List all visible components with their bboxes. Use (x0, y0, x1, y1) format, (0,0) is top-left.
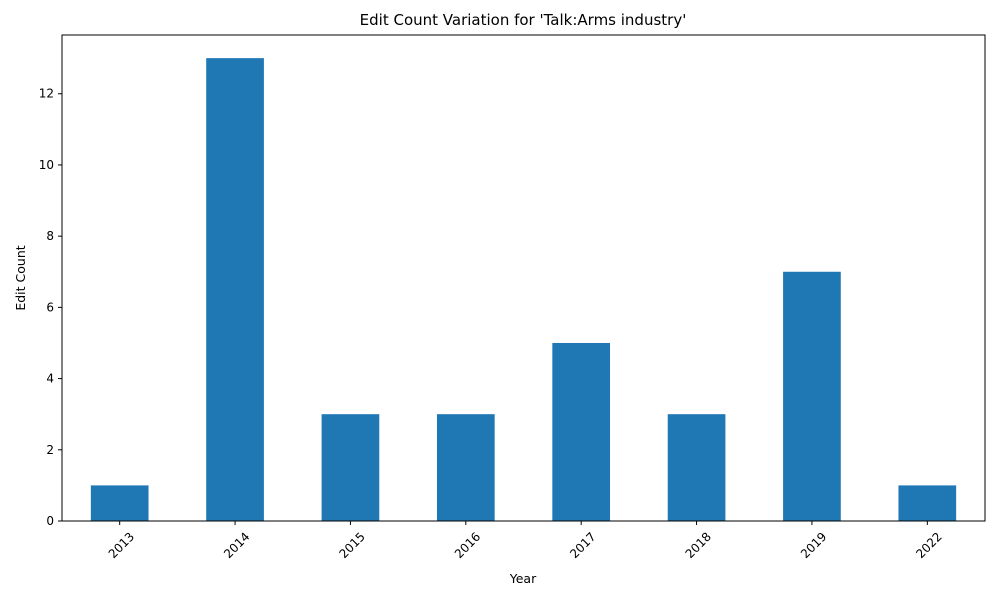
y-axis-ticks: 0 2 4 6 8 10 12 (39, 87, 62, 528)
y-tick-label: 8 (46, 229, 54, 243)
bar-2022 (898, 485, 957, 521)
bar-2017 (552, 342, 611, 521)
y-tick-label: 12 (39, 87, 54, 101)
x-tick-label: 2019 (798, 530, 829, 561)
plot-frame (61, 34, 986, 522)
x-axis-label: Year (509, 571, 537, 586)
x-tick-label: 2013 (106, 530, 137, 561)
y-tick-label: 4 (46, 372, 54, 386)
x-tick-label: 2014 (221, 530, 252, 561)
bar-2019 (783, 271, 841, 521)
y-axis-label: Edit Count (13, 245, 28, 310)
x-tick-label: 2017 (567, 530, 598, 561)
bar-2018 (667, 414, 726, 521)
x-tick-label: 2018 (683, 530, 714, 561)
bar-2016 (436, 414, 495, 521)
bar-2013 (90, 485, 149, 521)
bar-2014 (206, 58, 264, 522)
y-tick-label: 2 (46, 443, 54, 457)
x-tick-label: 2015 (336, 530, 367, 561)
x-axis-ticks: 2013 2014 2015 2016 2017 2018 2019 2022 (106, 521, 945, 561)
bar-2015 (321, 414, 380, 521)
y-tick-label: 10 (39, 158, 54, 172)
y-tick-label: 6 (46, 300, 54, 314)
x-tick-label: 2016 (452, 530, 483, 561)
chart-title: Edit Count Variation for 'Talk:Arms indu… (360, 11, 687, 29)
y-tick-label: 0 (46, 514, 54, 528)
x-tick-label: 2022 (913, 530, 944, 561)
bars-group (90, 58, 957, 522)
